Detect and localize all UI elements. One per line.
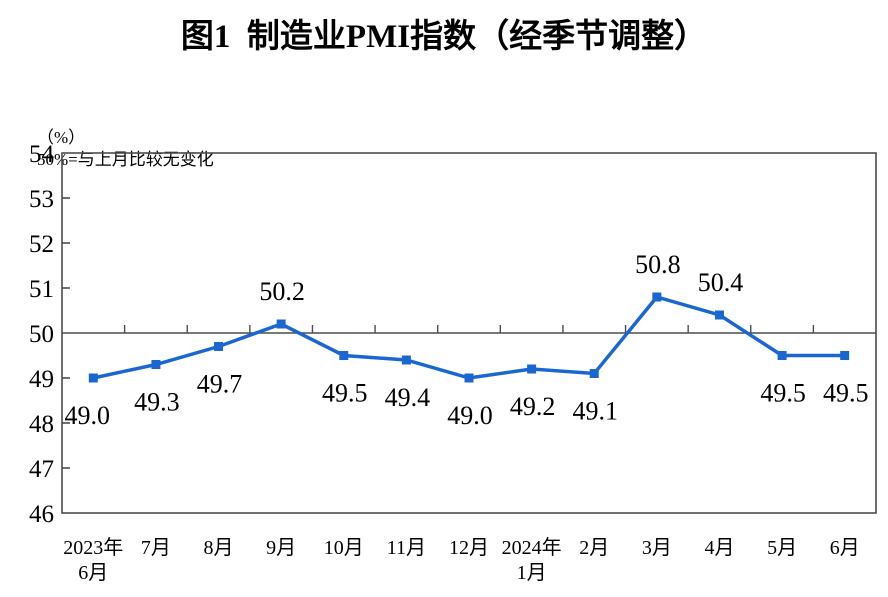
x-axis-label: 8月 (204, 537, 234, 559)
reference-line-note: 50%=与上月比较无变化 (37, 150, 214, 169)
data-label: 49.5 (823, 379, 869, 408)
y-axis-label: 48 (29, 411, 54, 438)
x-axis-label: 7月 (141, 537, 171, 559)
data-label: 49.3 (134, 388, 180, 417)
data-label: 49.7 (197, 370, 243, 399)
axis-unit-row: （%） 50%=与上月比较无变化 (20, 105, 214, 193)
chart-title: 图1 制造业PMI指数（经季节调整） (180, 19, 708, 55)
data-point-marker (652, 292, 662, 302)
x-axis-label: 11月 (387, 537, 426, 559)
x-axis-label: 2024年 1月 (502, 536, 562, 584)
data-point-marker (840, 351, 850, 360)
data-point-marker (151, 360, 161, 369)
x-axis-label: 9月 (266, 537, 296, 559)
series-line (92, 294, 845, 380)
y-axis-label: 47 (29, 456, 54, 483)
data-point-marker (276, 319, 286, 329)
y-axis-label: 53 (29, 186, 54, 213)
data-label: 49.1 (572, 397, 618, 426)
data-point-marker (777, 351, 787, 360)
data-label: 50.8 (635, 250, 681, 279)
data-label: 49.0 (447, 401, 493, 430)
data-point-marker (714, 310, 724, 320)
y-axis-label: 52 (29, 231, 54, 258)
y-axis-label: 50 (29, 321, 54, 348)
x-axis-label: 4月 (704, 537, 734, 559)
data-label: 49.4 (385, 383, 431, 412)
data-label: 50.2 (259, 277, 305, 306)
data-point-marker (88, 373, 98, 383)
y-axis-label: 46 (29, 501, 54, 528)
data-point-marker (214, 342, 224, 351)
x-axis-label: 5月 (767, 537, 797, 559)
y-axis-label: 49 (29, 366, 54, 393)
x-axis-label: 2月 (579, 537, 609, 559)
data-point-marker (401, 355, 411, 365)
x-axis-label: 2023年 6月 (63, 536, 123, 584)
data-label: 49.2 (510, 392, 556, 421)
x-axis-label: 3月 (642, 537, 672, 559)
data-point-marker (527, 364, 537, 374)
data-label: 50.4 (698, 268, 744, 297)
y-axis-unit-label: （%） (37, 128, 86, 147)
data-point-marker (589, 369, 599, 378)
data-point-marker (464, 373, 474, 383)
data-label: 49.5 (322, 379, 368, 408)
data-point-marker (339, 351, 349, 360)
x-axis-label: 12月 (449, 537, 489, 559)
data-label: 49.5 (760, 379, 806, 408)
y-axis-label: 54 (29, 141, 55, 168)
x-axis-label: 10月 (324, 537, 364, 559)
data-label: 49.0 (65, 401, 111, 430)
x-axis-label: 6月 (830, 537, 860, 559)
y-axis-label: 51 (29, 276, 54, 303)
